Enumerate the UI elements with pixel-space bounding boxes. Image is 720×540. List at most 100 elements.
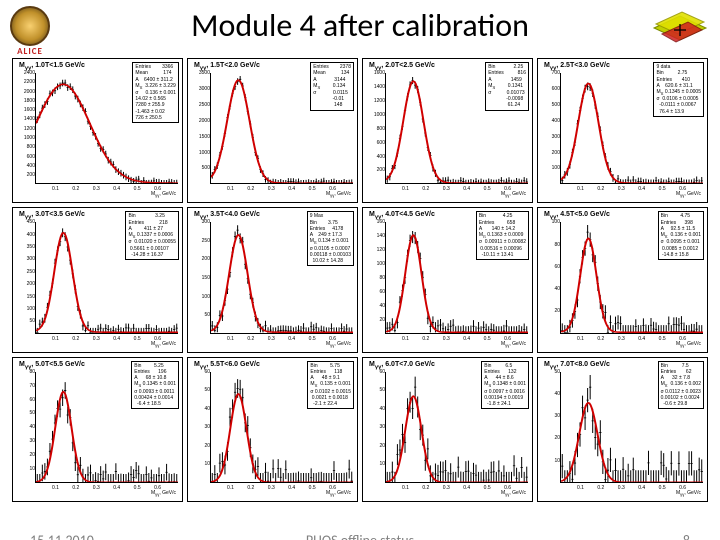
- chart-panel: Mγγ, 1.5T<2.0 GeV/cEntries 2378 Mean 134…: [187, 58, 358, 203]
- y-tick: 2400: [24, 70, 35, 76]
- x-axis: 0.10.20.30.40.50.6Mγγ, GeV/c: [560, 186, 703, 198]
- y-axis: 50100150200250300350400450: [15, 222, 35, 333]
- chart-panel: Mγγ, 7.0T<8.0 GeV/cBin 7.5 Entries 62 A …: [537, 357, 708, 502]
- y-tick: 700: [552, 70, 560, 76]
- x-tick: 0.5: [484, 336, 491, 342]
- x-tick: 0.5: [134, 186, 141, 192]
- y-tick: 200: [27, 281, 35, 287]
- x-tick: 0.2: [597, 485, 604, 491]
- x-tick: 0.5: [484, 485, 491, 491]
- y-tick: 100: [552, 165, 560, 171]
- plot-area: [210, 372, 353, 483]
- y-tick: 100: [377, 261, 385, 267]
- y-tick: 800: [27, 144, 35, 150]
- y-tick: 1000: [24, 135, 35, 141]
- x-tick: 0.1: [52, 336, 59, 342]
- fit-curve: [211, 80, 353, 183]
- x-tick: 0.2: [72, 336, 79, 342]
- y-tick: 2200: [24, 79, 35, 85]
- plot-area: [210, 222, 353, 333]
- data-series: [386, 231, 528, 332]
- x-tick: 0.3: [93, 336, 100, 342]
- x-tick: 0.1: [52, 485, 59, 491]
- y-tick: 300: [27, 256, 35, 262]
- plot-area: [385, 372, 528, 483]
- y-axis: 100200300400500600700: [540, 73, 560, 184]
- x-tick: 0.2: [422, 336, 429, 342]
- plot-area: [35, 372, 178, 483]
- x-tick: 0.5: [134, 485, 141, 491]
- x-tick: 0.1: [577, 336, 584, 342]
- x-tick: 0.5: [659, 485, 666, 491]
- x-tick: 0.1: [227, 186, 234, 192]
- x-tick: 0.4: [288, 186, 295, 192]
- x-tick: 0.2: [72, 485, 79, 491]
- chart-panel: Mγγ, 5.5T<6.0 GeV/cBin 5.75 Entries 118 …: [187, 357, 358, 502]
- y-tick: 2000: [24, 89, 35, 95]
- plot-area: [385, 222, 528, 333]
- y-tick: 1400: [24, 116, 35, 122]
- data-series: [211, 226, 353, 333]
- x-tick: 0.5: [309, 485, 316, 491]
- y-tick: 3500: [199, 70, 210, 76]
- y-tick: 800: [377, 126, 385, 132]
- fit-curve: [561, 83, 703, 183]
- chart-panel: Mγγ, 6.0T<7.0 GeV/cBin 6.5 Entries 132 A…: [362, 357, 533, 502]
- plot-area: [385, 73, 528, 184]
- x-tick: 0.5: [659, 336, 666, 342]
- y-tick: 140: [377, 233, 385, 239]
- x-tick: 0.2: [247, 485, 254, 491]
- x-axis: 0.10.20.30.40.50.6Mγγ, GeV/c: [560, 485, 703, 497]
- chart-panel: Mγγ, 5.0T<5.5 GeV/cBin 5.25 Entries 196 …: [12, 357, 183, 502]
- x-tick: 0.4: [288, 336, 295, 342]
- x-tick: 0.3: [268, 485, 275, 491]
- y-tick: 100: [27, 306, 35, 312]
- x-tick: 0.5: [309, 336, 316, 342]
- y-tick: 300: [552, 134, 560, 140]
- x-tick: 0.2: [597, 336, 604, 342]
- x-tick: 0.2: [247, 186, 254, 192]
- x-tick: 0.4: [288, 485, 295, 491]
- y-tick: 100: [202, 294, 210, 300]
- y-tick: 1200: [24, 126, 35, 132]
- fit-curve: [36, 84, 178, 183]
- y-tick: 150: [202, 275, 210, 281]
- y-tick: 350: [27, 244, 35, 250]
- x-tick: 0.2: [422, 186, 429, 192]
- x-tick: 0.2: [72, 186, 79, 192]
- x-tick: 0.1: [227, 485, 234, 491]
- chart-grid: Mγγ, 1.0T<1.5 GeV/cEntries 3366 Mean 174…: [12, 58, 708, 502]
- y-tick: 2500: [199, 102, 210, 108]
- y-axis: 50100150200250300: [190, 222, 210, 333]
- x-tick: 0.3: [268, 186, 275, 192]
- x-label: Mγγ, GeV/c: [151, 490, 176, 497]
- x-tick: 0.4: [638, 485, 645, 491]
- x-tick: 0.1: [577, 485, 584, 491]
- x-tick: 0.4: [463, 485, 470, 491]
- y-tick: 160: [377, 219, 385, 225]
- x-axis: 0.10.20.30.40.50.6Mγγ, GeV/c: [385, 336, 528, 348]
- y-axis: 20406080100120140160: [365, 222, 385, 333]
- data-series: [36, 80, 178, 184]
- y-tick: 400: [377, 154, 385, 160]
- x-tick: 0.1: [227, 336, 234, 342]
- x-tick: 0.1: [52, 186, 59, 192]
- x-label: Mγγ, GeV/c: [151, 191, 176, 198]
- x-axis: 0.10.20.30.40.50.6Mγγ, GeV/c: [210, 336, 353, 348]
- x-tick: 0.3: [618, 186, 625, 192]
- x-tick: 0.2: [597, 186, 604, 192]
- x-label: Mγγ, GeV/c: [151, 341, 176, 348]
- x-tick: 0.4: [113, 485, 120, 491]
- x-tick: 0.4: [638, 336, 645, 342]
- x-label: Mγγ, GeV/c: [676, 191, 701, 198]
- x-tick: 0.1: [577, 186, 584, 192]
- x-tick: 0.2: [422, 485, 429, 491]
- y-tick: 1600: [374, 70, 385, 76]
- x-tick: 0.1: [402, 485, 409, 491]
- chart-panel: Mγγ, 1.0T<1.5 GeV/cEntries 3366 Mean 174…: [12, 58, 183, 203]
- y-tick: 200: [377, 167, 385, 173]
- y-tick: 450: [27, 219, 35, 225]
- alice-logo-text: ALICE: [10, 46, 50, 57]
- x-tick: 0.4: [638, 186, 645, 192]
- plot-area: [560, 222, 703, 333]
